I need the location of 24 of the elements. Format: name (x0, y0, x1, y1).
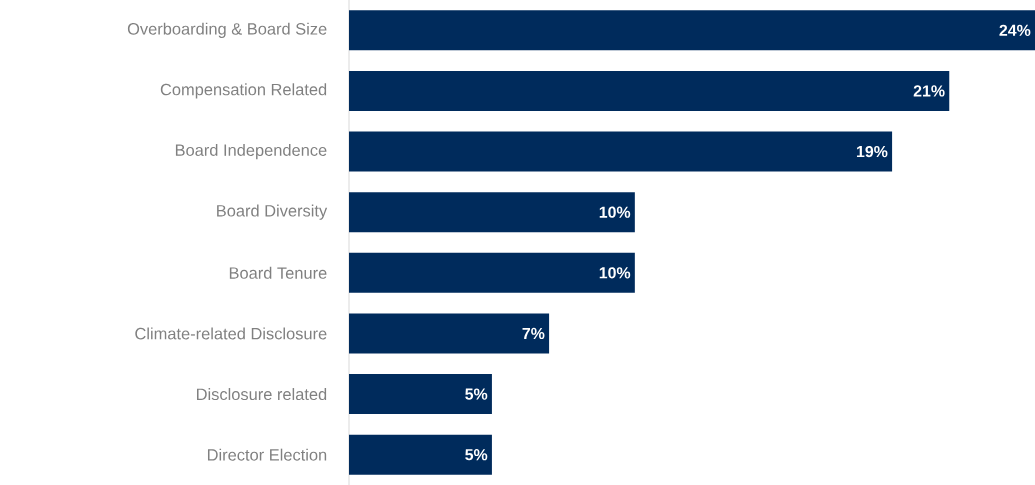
bar (349, 131, 893, 172)
bar (349, 10, 1035, 51)
y-tick-label: Director Election (207, 448, 327, 461)
data-label: 5% (465, 388, 488, 400)
data-label: 5% (465, 449, 488, 461)
y-tick-label: Board Tenure (229, 266, 327, 279)
bar (349, 192, 635, 233)
y-tick-label: Climate-related Disclosure (135, 327, 327, 340)
data-label: 24% (999, 24, 1031, 36)
data-label: 10% (599, 267, 631, 279)
y-tick-label: Board Diversity (217, 204, 328, 220)
y-tick-label: Overboarding & Board Size (127, 22, 327, 38)
bar (349, 252, 635, 293)
bar (349, 434, 492, 475)
y-tick-label: Board Independence (175, 143, 327, 160)
data-label: 19% (856, 145, 888, 158)
data-label: 7% (522, 327, 545, 340)
bar (349, 70, 950, 111)
data-label: 10% (599, 206, 631, 218)
bar (349, 313, 550, 354)
data-label: 21% (913, 85, 945, 97)
bar (349, 374, 492, 415)
y-tick-label: Disclosure related (197, 388, 327, 401)
y-tick-label: Compensation Related (160, 83, 327, 99)
